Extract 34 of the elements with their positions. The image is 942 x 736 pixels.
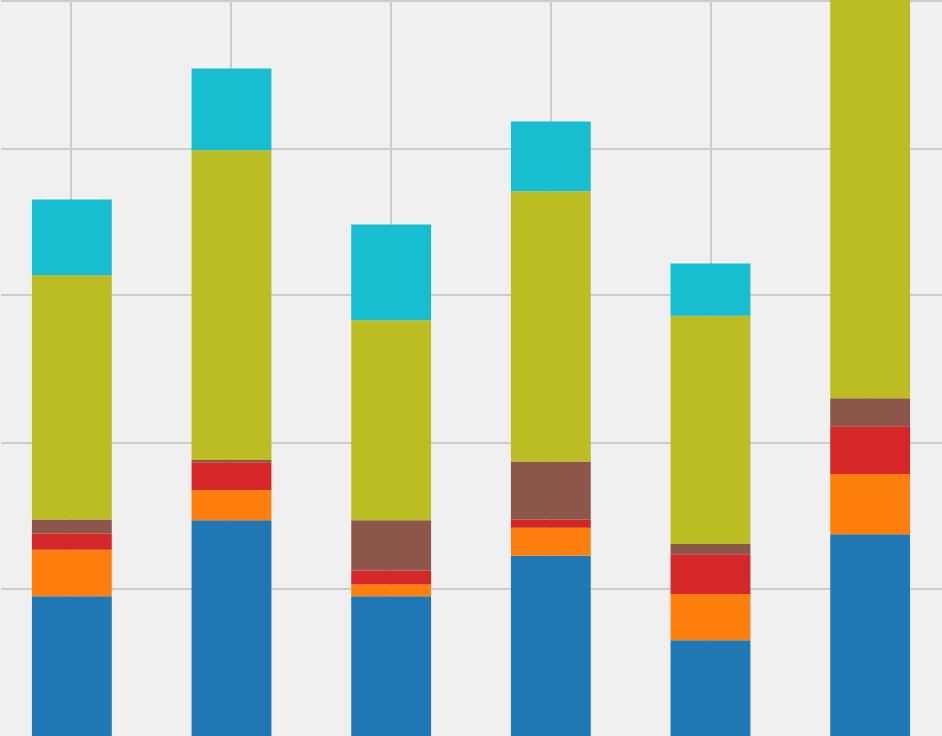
bar [31,199,112,276]
bar [191,462,272,491]
bar [31,519,112,534]
bar [830,0,911,399]
bar [31,596,112,736]
bar [191,68,272,151]
bar [510,527,591,556]
bar [830,426,911,474]
bar [830,473,911,535]
bar [351,224,432,321]
bar [351,520,432,571]
bar [31,275,112,520]
bar [670,315,751,544]
bar [191,150,272,460]
bar [830,398,911,427]
bar [670,543,751,555]
bar [191,520,272,736]
bar [830,534,911,736]
bar [670,263,751,316]
bar [670,554,751,594]
bar [670,593,751,641]
bar [351,596,432,736]
bar [510,519,591,528]
bar [31,549,112,597]
bar [670,640,751,736]
bar [351,320,432,521]
bar [351,584,432,597]
bar [31,533,112,550]
bar [510,191,591,462]
bar [510,121,591,192]
bar [510,461,591,520]
bar [191,490,272,521]
bar [351,570,432,585]
bar [510,555,591,736]
